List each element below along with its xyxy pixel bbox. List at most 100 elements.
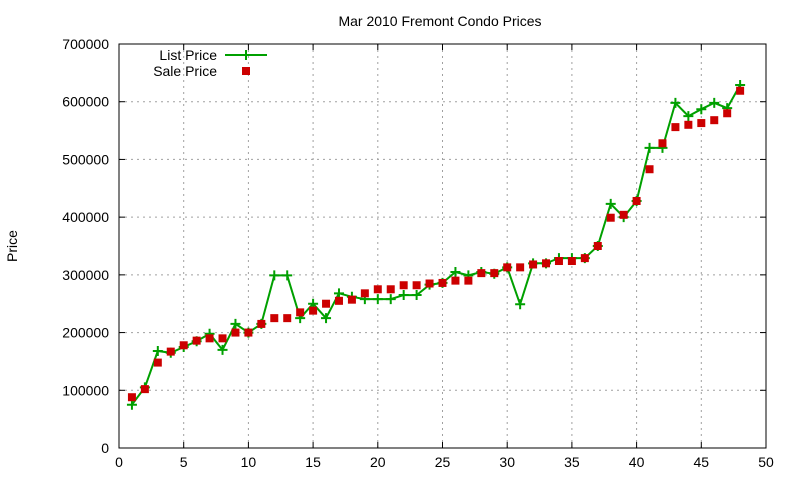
square-marker-icon <box>334 296 343 305</box>
square-marker-icon <box>192 336 201 345</box>
plus-marker-icon <box>372 294 383 305</box>
plus-marker-icon <box>321 313 332 324</box>
x-tick-label: 5 <box>180 454 188 470</box>
legend-marker-plus-icon <box>241 50 251 60</box>
x-tick-label: 15 <box>305 454 321 470</box>
plus-marker-icon <box>411 290 422 301</box>
plus-marker-icon <box>230 318 241 329</box>
legend-label-list-price: List Price <box>159 47 217 63</box>
square-marker-icon <box>205 334 214 343</box>
square-marker-icon <box>503 263 512 272</box>
square-marker-icon <box>684 120 693 129</box>
x-tick-label: 30 <box>499 454 515 470</box>
y-axis-label: Price <box>4 230 20 262</box>
square-marker-icon <box>516 263 525 272</box>
y-tick-label: 700000 <box>62 36 109 52</box>
plus-marker-icon <box>605 198 616 209</box>
square-marker-icon <box>283 314 292 323</box>
square-marker-icon <box>360 289 369 298</box>
legend-label-sale-price: Sale Price <box>153 63 217 79</box>
y-tick-label: 500000 <box>62 151 109 167</box>
square-marker-icon <box>619 210 628 219</box>
square-marker-icon <box>322 299 331 308</box>
chart-title: Mar 2010 Fremont Condo Prices <box>338 13 541 29</box>
square-marker-icon <box>270 314 279 323</box>
plus-marker-icon <box>696 104 707 115</box>
square-marker-icon <box>425 279 434 288</box>
square-marker-icon <box>736 86 745 95</box>
square-marker-icon <box>606 213 615 222</box>
plus-marker-icon <box>515 299 526 310</box>
square-marker-icon <box>153 358 162 367</box>
square-marker-icon <box>451 276 460 285</box>
plus-marker-icon <box>385 294 396 305</box>
legend: List Price Sale Price <box>153 47 267 79</box>
grid-lines <box>119 44 766 448</box>
square-marker-icon <box>697 119 706 128</box>
y-tick-label: 300000 <box>62 267 109 283</box>
x-axis: 0 5 10 15 20 25 30 35 40 45 50 <box>115 44 774 470</box>
square-marker-icon <box>710 116 719 125</box>
plus-marker-icon <box>269 270 280 281</box>
square-marker-icon <box>309 306 318 315</box>
square-marker-icon <box>542 259 551 268</box>
x-tick-label: 10 <box>241 454 257 470</box>
x-tick-label: 40 <box>629 454 645 470</box>
square-marker-icon <box>179 341 188 350</box>
square-marker-icon <box>296 308 305 317</box>
square-marker-icon <box>386 285 395 294</box>
list-price-line <box>131 84 741 406</box>
plus-marker-icon <box>709 97 720 108</box>
square-marker-icon <box>580 254 589 263</box>
y-axis: 0 100000 200000 300000 400000 500000 600000 700… <box>62 36 766 456</box>
square-marker-icon <box>347 295 356 304</box>
square-marker-icon <box>231 328 240 337</box>
square-marker-icon <box>529 260 538 269</box>
x-tick-label: 35 <box>564 454 580 470</box>
square-marker-icon <box>257 319 266 328</box>
square-marker-icon <box>399 281 408 290</box>
sale-price-series <box>127 86 745 402</box>
list-price-series <box>126 79 746 410</box>
square-marker-icon <box>723 109 732 118</box>
x-tick-label: 0 <box>115 454 123 470</box>
square-marker-icon <box>632 196 641 205</box>
x-tick-label: 50 <box>758 454 774 470</box>
square-marker-icon <box>645 165 654 174</box>
square-marker-icon <box>373 285 382 294</box>
square-marker-icon <box>671 123 680 132</box>
plus-marker-icon <box>398 290 409 301</box>
plus-marker-icon <box>282 270 293 281</box>
plus-marker-icon <box>683 111 694 122</box>
x-tick-label: 25 <box>435 454 451 470</box>
plus-marker-icon <box>333 288 344 299</box>
legend-marker-square-icon <box>242 67 250 75</box>
x-tick-label: 20 <box>370 454 386 470</box>
plus-marker-icon <box>126 399 137 410</box>
square-marker-icon <box>218 334 227 343</box>
square-marker-icon <box>438 278 447 287</box>
square-marker-icon <box>658 139 667 148</box>
square-marker-icon <box>166 347 175 356</box>
plus-marker-icon <box>450 266 461 277</box>
y-tick-label: 100000 <box>62 382 109 398</box>
plus-marker-icon <box>644 142 655 153</box>
square-marker-icon <box>554 257 563 266</box>
square-marker-icon <box>244 328 253 337</box>
plus-marker-icon <box>217 344 228 355</box>
y-tick-label: 0 <box>101 440 109 456</box>
square-marker-icon <box>127 393 136 402</box>
plus-marker-icon <box>670 97 681 108</box>
square-marker-icon <box>412 281 421 290</box>
x-tick-label: 45 <box>694 454 710 470</box>
square-marker-icon <box>567 257 576 266</box>
square-marker-icon <box>464 276 473 285</box>
square-marker-icon <box>490 269 499 278</box>
square-marker-icon <box>477 269 486 278</box>
y-tick-label: 400000 <box>62 209 109 225</box>
square-marker-icon <box>593 242 602 250</box>
square-marker-icon <box>140 385 149 394</box>
y-tick-label: 200000 <box>62 325 109 341</box>
y-tick-label: 600000 <box>62 94 109 110</box>
